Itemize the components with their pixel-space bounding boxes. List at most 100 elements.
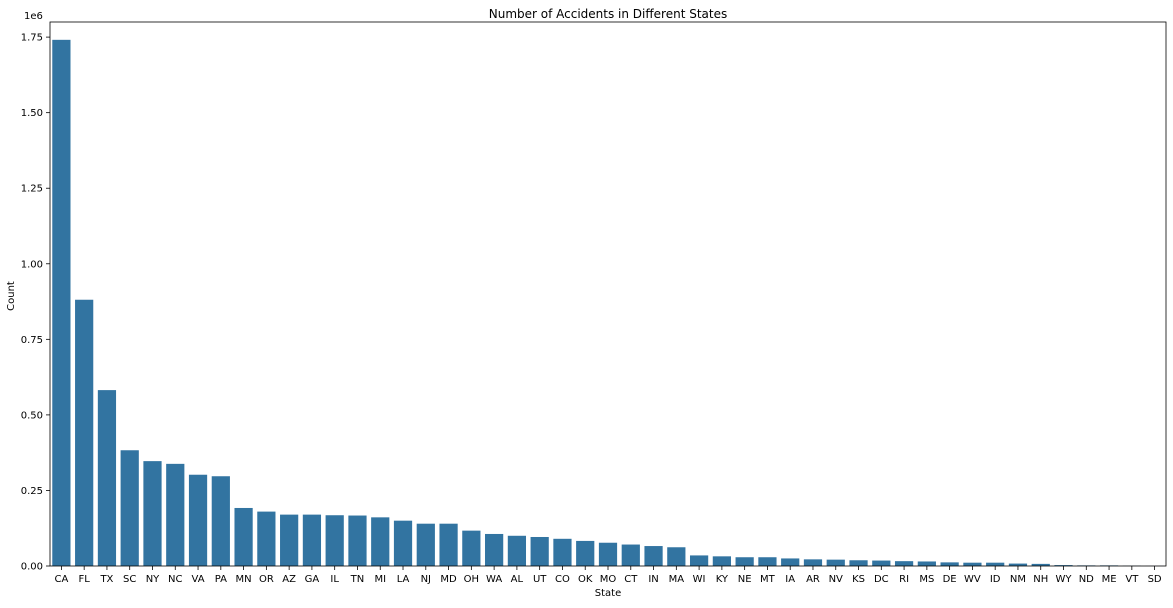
x-tick-label: MO: [600, 574, 617, 585]
x-tick-label: SC: [123, 574, 136, 585]
x-tick-label: CA: [54, 574, 68, 585]
y-tick-label: 1.75: [21, 33, 43, 44]
bar-sc: [121, 450, 139, 566]
bar-wv: [963, 563, 981, 566]
x-tick-label: VT: [1125, 574, 1139, 585]
x-tick-label: OR: [259, 574, 274, 585]
x-tick-label: WV: [964, 574, 981, 585]
x-tick-label: MI: [374, 574, 386, 585]
x-tick-label: NV: [829, 574, 843, 585]
bar-wa: [485, 534, 503, 566]
x-axis-label: State: [595, 588, 621, 599]
x-tick-label: CO: [555, 574, 570, 585]
bar-dc: [872, 561, 890, 566]
y-tick-label: 0.00: [21, 562, 43, 573]
bar-ky: [713, 556, 731, 566]
x-tick-label: ND: [1079, 574, 1094, 585]
x-tick-label: RI: [899, 574, 909, 585]
bar-va: [189, 475, 207, 566]
bar-wi: [690, 555, 708, 566]
x-tick-label: UT: [533, 574, 547, 585]
x-tick-label: NJ: [421, 574, 431, 585]
bar-ms: [918, 561, 936, 566]
y-tick-label: 0.25: [21, 486, 43, 497]
x-tick-label: ME: [1102, 574, 1117, 585]
chart-title: Number of Accidents in Different States: [489, 7, 727, 21]
x-tick-label: LA: [397, 574, 410, 585]
bar-oh: [462, 531, 480, 566]
bar-ga: [303, 515, 321, 566]
x-tick-label: IN: [648, 574, 658, 585]
bar-co: [553, 539, 571, 566]
bar-ut: [531, 537, 549, 566]
x-tick-label: NM: [1010, 574, 1026, 585]
x-tick-label: WA: [486, 574, 502, 585]
bar-id: [986, 563, 1004, 566]
x-tick-label: NE: [738, 574, 752, 585]
bar-il: [326, 515, 344, 566]
bar-mi: [371, 517, 389, 566]
x-tick-label: TX: [99, 574, 113, 585]
x-tick-label: MS: [919, 574, 934, 585]
bar-az: [280, 515, 298, 566]
x-tick-label: WI: [693, 574, 706, 585]
x-tick-label: KY: [716, 574, 729, 585]
x-tick-label: SD: [1148, 574, 1162, 585]
bar-ct: [622, 545, 640, 566]
y-axis-label: Count: [6, 281, 17, 311]
bar-nj: [417, 524, 435, 566]
x-tick-label: NY: [146, 574, 160, 585]
x-tick-label: NH: [1033, 574, 1048, 585]
bar-mt: [758, 557, 776, 566]
x-tick-label: DC: [874, 574, 889, 585]
x-tick-label: IA: [785, 574, 795, 585]
bar-tx: [98, 390, 116, 566]
bar-or: [257, 512, 275, 566]
y-tick-label: 1.00: [21, 259, 43, 270]
x-tick-label: NC: [168, 574, 182, 585]
x-tick-label: AL: [511, 574, 524, 585]
bar-ma: [667, 547, 685, 566]
bar-ks: [849, 560, 867, 566]
y-axis-offset-label: 1e6: [24, 11, 43, 22]
bar-ny: [143, 461, 161, 566]
bar-ne: [736, 557, 754, 566]
y-tick-label: 1.50: [21, 108, 43, 119]
x-tick-label: MA: [669, 574, 685, 585]
x-tick-label: PA: [215, 574, 227, 585]
x-tick-label: VA: [192, 574, 205, 585]
x-tick-label: OH: [464, 574, 479, 585]
x-tick-label: KS: [852, 574, 865, 585]
x-tick-label: CT: [624, 574, 638, 585]
x-tick-label: OK: [578, 574, 593, 585]
x-tick-label: MN: [236, 574, 252, 585]
bar-al: [508, 536, 526, 566]
bar-md: [439, 524, 457, 566]
y-tick-label: 0.75: [21, 335, 43, 346]
bars-group: [52, 40, 1163, 566]
x-tick-label: AR: [806, 574, 820, 585]
y-tick-label: 1.25: [21, 184, 43, 195]
x-tick-label: ID: [990, 574, 1001, 585]
x-tick-label: TN: [350, 574, 365, 585]
bar-ca: [52, 40, 70, 566]
x-tick-label: FL: [78, 574, 90, 585]
bar-ia: [781, 558, 799, 566]
bar-pa: [212, 476, 230, 566]
bar-nv: [827, 560, 845, 566]
bar-mn: [234, 508, 252, 566]
x-tick-label: GA: [305, 574, 320, 585]
bar-ok: [576, 541, 594, 566]
x-tick-label: IL: [330, 574, 339, 585]
bar-in: [644, 546, 662, 566]
bar-tn: [348, 516, 366, 566]
bar-ri: [895, 561, 913, 566]
x-tick-label: AZ: [282, 574, 296, 585]
bar-de: [941, 562, 959, 566]
bar-la: [394, 521, 412, 566]
bar-nc: [166, 464, 184, 566]
y-axis-ticks: 0.000.250.500.751.001.251.501.75: [21, 33, 50, 573]
